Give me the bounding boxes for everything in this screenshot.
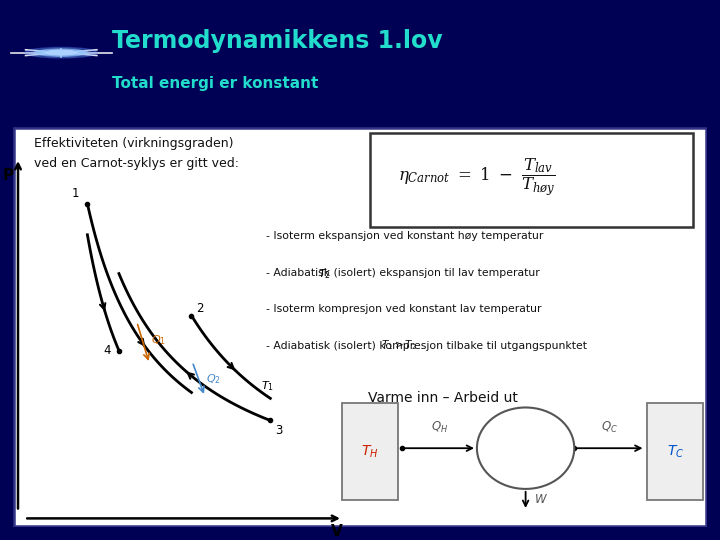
- Text: - Adiabatisk (isolert) ekspansjon til lav temperatur: - Adiabatisk (isolert) ekspansjon til la…: [266, 267, 540, 278]
- FancyBboxPatch shape: [647, 403, 703, 500]
- Text: $W$: $W$: [534, 493, 548, 506]
- Text: ved en Carnot-syklys er gitt ved:: ved en Carnot-syklys er gitt ved:: [34, 157, 239, 170]
- Circle shape: [36, 49, 86, 56]
- Circle shape: [477, 408, 575, 489]
- Text: $T_1$: $T_1$: [261, 379, 274, 393]
- Text: Termodynamikkens 1.lov: Termodynamikkens 1.lov: [112, 30, 442, 53]
- Text: $Q_H$: $Q_H$: [431, 420, 448, 435]
- Text: $\eta_{Carnot}\ =\ 1\ -\ \dfrac{T_{lav}}{T_{h\o y}}$: $\eta_{Carnot}\ =\ 1\ -\ \dfrac{T_{lav}}…: [398, 156, 556, 198]
- Text: $Q_1$: $Q_1$: [151, 333, 166, 347]
- Text: V: V: [330, 524, 343, 539]
- Text: Effektiviteten (virkningsgraden): Effektiviteten (virkningsgraden): [34, 137, 233, 150]
- Text: $Q_2$: $Q_2$: [207, 373, 221, 387]
- Text: 2: 2: [197, 302, 204, 315]
- Text: 1: 1: [71, 187, 79, 200]
- Text: $T_H$: $T_H$: [361, 443, 379, 460]
- FancyBboxPatch shape: [14, 127, 706, 526]
- Text: 3: 3: [275, 424, 282, 437]
- Text: - Adiabatisk (isolert) kompresjon tilbake til utgangspunktet: - Adiabatisk (isolert) kompresjon tilbak…: [266, 341, 588, 351]
- Text: 4: 4: [103, 344, 111, 357]
- Text: - Isoterm kompresjon ved konstant lav temperatur: - Isoterm kompresjon ved konstant lav te…: [266, 305, 541, 314]
- Text: $T_1 > T_2$: $T_1 > T_2$: [381, 339, 417, 353]
- Text: P: P: [2, 168, 14, 183]
- Text: $T_2$: $T_2$: [318, 267, 330, 281]
- Text: - Isoterm ekspansjon ved konstant høy temperatur: - Isoterm ekspansjon ved konstant høy te…: [266, 231, 544, 241]
- FancyBboxPatch shape: [370, 133, 693, 227]
- Text: Varme inn – Arbeid ut: Varme inn – Arbeid ut: [369, 390, 518, 404]
- Text: $Q_C$: $Q_C$: [601, 420, 618, 435]
- Text: $T_C$: $T_C$: [667, 443, 684, 460]
- Circle shape: [45, 50, 77, 55]
- FancyBboxPatch shape: [342, 403, 398, 500]
- Text: Total energi er konstant: Total energi er konstant: [112, 76, 318, 91]
- Circle shape: [25, 48, 97, 58]
